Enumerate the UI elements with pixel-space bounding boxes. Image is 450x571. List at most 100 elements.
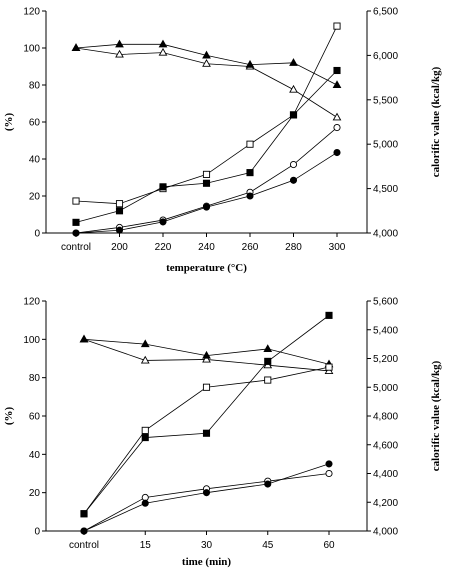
y-tick-label: 120 — [23, 297, 40, 308]
y2-tick-label: 4,200 — [373, 498, 398, 509]
y-axis-title: (%) — [3, 407, 15, 426]
point-open-triangle — [202, 354, 211, 363]
y-tick-label: 40 — [29, 450, 41, 461]
x-tick-label: 200 — [111, 242, 128, 253]
point-filled-triangle — [202, 350, 211, 359]
point-filled-square — [141, 434, 149, 442]
point-open-square — [325, 363, 333, 371]
series-filled-triangle — [71, 39, 342, 89]
point-filled-triangle — [202, 50, 211, 59]
series-open-square — [80, 363, 333, 518]
point-filled-circle — [115, 226, 124, 234]
point-filled-circle — [333, 148, 341, 157]
point-filled-square — [264, 357, 272, 365]
point-filled-triangle — [289, 58, 298, 66]
y2-tick-label: 5,500 — [373, 95, 398, 106]
point-filled-square — [333, 66, 341, 75]
series-filled-circle — [72, 148, 341, 237]
y-tick-label: 60 — [29, 118, 41, 129]
point-filled-circle — [141, 499, 149, 507]
point-open-square — [333, 22, 341, 30]
series-line-open-circle — [83, 473, 330, 532]
chart-2: 0 20 40 60 80 100 120 4,000 4,200 4,400 4,600 4,800… — [3, 297, 442, 569]
point-open-triangle — [140, 355, 150, 364]
x-tick-label: 240 — [198, 242, 215, 253]
point-open-square — [72, 197, 80, 205]
x-tick-label: 15 — [140, 540, 152, 551]
y2-tick-label: 4,400 — [373, 469, 398, 480]
y-axis-title: (%) — [3, 113, 15, 132]
y2-tick-label: 5,200 — [373, 354, 398, 365]
point-open-square — [246, 140, 254, 148]
point-filled-square — [159, 183, 167, 191]
point-filled-square — [289, 111, 298, 119]
point-filled-circle — [325, 460, 333, 468]
point-filled-circle — [159, 218, 167, 226]
y-tick-label: 100 — [23, 335, 40, 346]
point-filled-triangle — [158, 39, 168, 48]
point-open-triangle — [332, 112, 342, 121]
point-filled-square — [80, 510, 88, 518]
y2-tick-label: 4,500 — [373, 184, 398, 195]
y2-tick-label: 6,500 — [373, 7, 398, 18]
series-line-filled-square — [83, 315, 330, 515]
series-open-circle — [80, 469, 333, 535]
point-filled-triangle — [71, 43, 81, 52]
y2-axis-title: calorific value (kcal/kg) — [430, 360, 442, 471]
series-open-square — [72, 22, 341, 208]
point-filled-triangle — [332, 80, 342, 89]
point-open-square — [141, 426, 149, 434]
x-tick-label: control — [69, 540, 99, 551]
point-filled-circle — [72, 229, 80, 237]
point-filled-square — [202, 429, 211, 437]
point-open-circle — [289, 160, 298, 169]
point-filled-square — [202, 179, 211, 187]
point-filled-triangle — [245, 59, 255, 68]
point-open-square — [202, 170, 211, 178]
y-tick-label: 60 — [29, 412, 41, 423]
y2-tick-label: 5,400 — [373, 325, 398, 336]
point-filled-triangle — [140, 339, 150, 348]
series-filled-square — [72, 66, 341, 226]
y2-tick-label: 4,800 — [373, 412, 398, 423]
point-filled-circle — [202, 489, 211, 497]
x-tick-label: 45 — [262, 540, 274, 551]
point-filled-square — [115, 207, 124, 215]
point-filled-circle — [264, 480, 272, 488]
x-axis-title: time (min) — [182, 556, 232, 568]
x-tick-label: 280 — [285, 242, 302, 253]
point-filled-triangle — [115, 39, 124, 48]
point-open-triangle — [158, 47, 168, 56]
y2-tick-label: 5,000 — [373, 383, 398, 394]
point-open-triangle — [202, 59, 211, 67]
x-tick-label: 260 — [242, 242, 259, 253]
point-filled-circle — [289, 176, 298, 184]
y-tick-label: 20 — [29, 192, 41, 203]
y-tick-label: 0 — [34, 527, 40, 538]
series-line-filled-circle — [75, 152, 338, 234]
y-tick-label: 80 — [29, 373, 41, 384]
y-tick-label: 80 — [29, 81, 41, 92]
y2-tick-label: 5,600 — [373, 297, 398, 308]
point-filled-circle — [80, 527, 88, 535]
y-tick-label: 100 — [23, 44, 40, 55]
series-line-filled-square — [75, 70, 338, 223]
point-open-circle — [141, 493, 149, 502]
point-filled-square — [72, 218, 80, 226]
point-filled-square — [325, 311, 333, 319]
y2-axis-title: calorific value (kcal/kg) — [430, 66, 442, 177]
x-tick-label: control — [61, 242, 91, 253]
x-tick-label: 220 — [155, 242, 172, 253]
point-filled-circle — [246, 192, 254, 200]
y-tick-label: 40 — [29, 155, 41, 166]
point-open-square — [264, 376, 272, 384]
point-filled-circle — [202, 203, 211, 211]
x-axis-title: temperature (°C) — [166, 262, 247, 274]
point-open-square — [202, 383, 211, 391]
point-open-circle — [325, 469, 333, 478]
series-filled-square — [80, 311, 333, 518]
series-line-filled-circle — [83, 463, 330, 532]
y2-tick-label: 5,000 — [373, 140, 398, 151]
y-tick-label: 20 — [29, 488, 41, 499]
